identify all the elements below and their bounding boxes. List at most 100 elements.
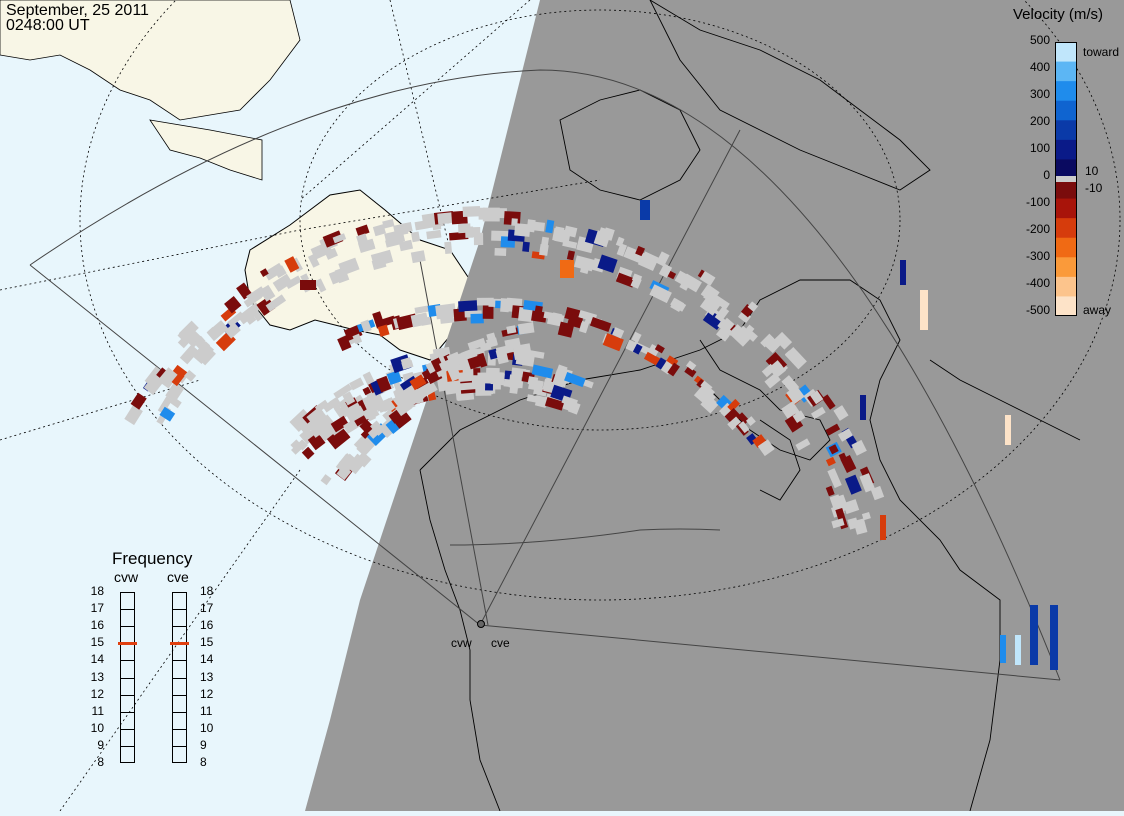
scatter-cell [363,395,382,415]
scatter-cell [531,364,554,379]
scatter-cell [562,239,578,249]
frequency-tick-label: 17 [200,601,214,616]
frequency-tick-label: 16 [200,618,214,633]
frequency-gridline [172,660,187,662]
scatter-cell [658,263,673,279]
frequency-tick-label: 18 [90,584,104,598]
scatter-cell [557,321,575,338]
scatter-cell [227,311,245,327]
radar-label-cvw: cvw [451,636,472,650]
scatter-cell [833,405,849,421]
scatter-cell [699,270,716,286]
velocity-tick-label: 100 [1029,141,1050,155]
frequency-gridline [172,609,187,611]
scatter-cell [362,435,376,449]
scatter-cell [859,473,876,493]
scatter-cell [784,413,804,433]
scatter-cell [416,380,438,400]
scatter-cell [838,452,847,461]
scatter-cell [786,385,805,405]
scatter-cell [482,305,494,319]
scatter-cell [615,236,625,247]
frequency-tick-label: 16 [90,618,104,633]
scatter-cell [330,415,349,433]
frequency-tick-label: 18 [200,584,214,598]
velocity-color-bar [1055,42,1077,316]
scatter-cell [556,364,568,375]
color-bar-segment [1055,81,1077,102]
scatter-cell [256,296,276,316]
frequency-tick-label: 14 [200,652,214,667]
scatter-cell [667,362,680,377]
scatter-cell [1050,605,1058,670]
scatter-cell [837,428,853,442]
scatter-cell [655,357,667,370]
frequency-gridline [120,660,135,662]
scatter-cell [616,243,628,257]
scatter-cell [315,278,327,293]
frequency-tick-label: 10 [200,720,214,735]
frequency-tick-label: 8 [97,755,104,769]
scatter-cell [290,439,304,453]
scatter-cell [544,396,565,411]
scatter-cell [560,260,574,278]
velocity-tick-label: 200 [1029,114,1050,128]
color-bar-segment [1055,276,1077,297]
scatter-cell [377,324,390,337]
scatter-cell [355,451,372,468]
scatter-cell [334,267,350,284]
scatter-cell [737,412,750,425]
scatter-cell [597,254,618,274]
scatter-cell [272,273,293,292]
scatter-cell [333,383,353,400]
frequency-gridline [120,728,135,730]
scatter-cell [259,268,269,278]
scatter-cell [365,409,377,422]
scatter-cell [398,239,414,252]
scatter-cell [326,426,351,450]
frequency-tick-label: 12 [200,686,214,701]
frequency-tick-label: 13 [90,669,104,684]
scatter-cell [615,272,636,288]
scatter-cell [301,446,315,460]
scatter-cell [551,312,563,321]
velocity-tick-label: -200 [1025,222,1050,236]
frequency-gridline [172,745,187,747]
scatter-cell [430,357,445,373]
scatter-cell [124,404,143,426]
frequency-gridline [120,694,135,696]
frequency-gridline [120,711,135,713]
scatter-cell [184,369,197,382]
scatter-cell [284,256,300,273]
scatter-cell [371,257,387,270]
scatter-cell [437,212,453,225]
scatter-cell [827,468,842,489]
scatter-cell [349,377,365,391]
scatter-cell [670,297,687,312]
scatter-cell [567,401,581,415]
scatter-cell [760,333,774,348]
scatter-cell [370,380,384,396]
legend-away-label: away [1083,303,1112,317]
frequency-gridline [172,711,187,713]
scatter-cell [307,432,326,451]
scatter-cell [391,409,412,429]
scatter-cell [370,420,386,436]
scatter-cell [130,392,147,410]
scatter-cell [840,454,857,473]
scatter-cell [566,250,576,261]
scatter-cell [1015,635,1021,665]
velocity-tick-label: 0 [1043,168,1050,182]
scatter-cell [410,250,426,264]
scatter-cell [324,247,338,260]
scatter-cell [316,414,328,427]
frequency-marker [118,642,137,646]
scatter-cell [828,444,839,455]
scatter-cell [345,405,366,423]
scatter-cell [332,233,347,244]
scatter-cell [329,398,341,411]
scatter-cell [701,383,716,397]
scatter-cell [825,456,836,467]
